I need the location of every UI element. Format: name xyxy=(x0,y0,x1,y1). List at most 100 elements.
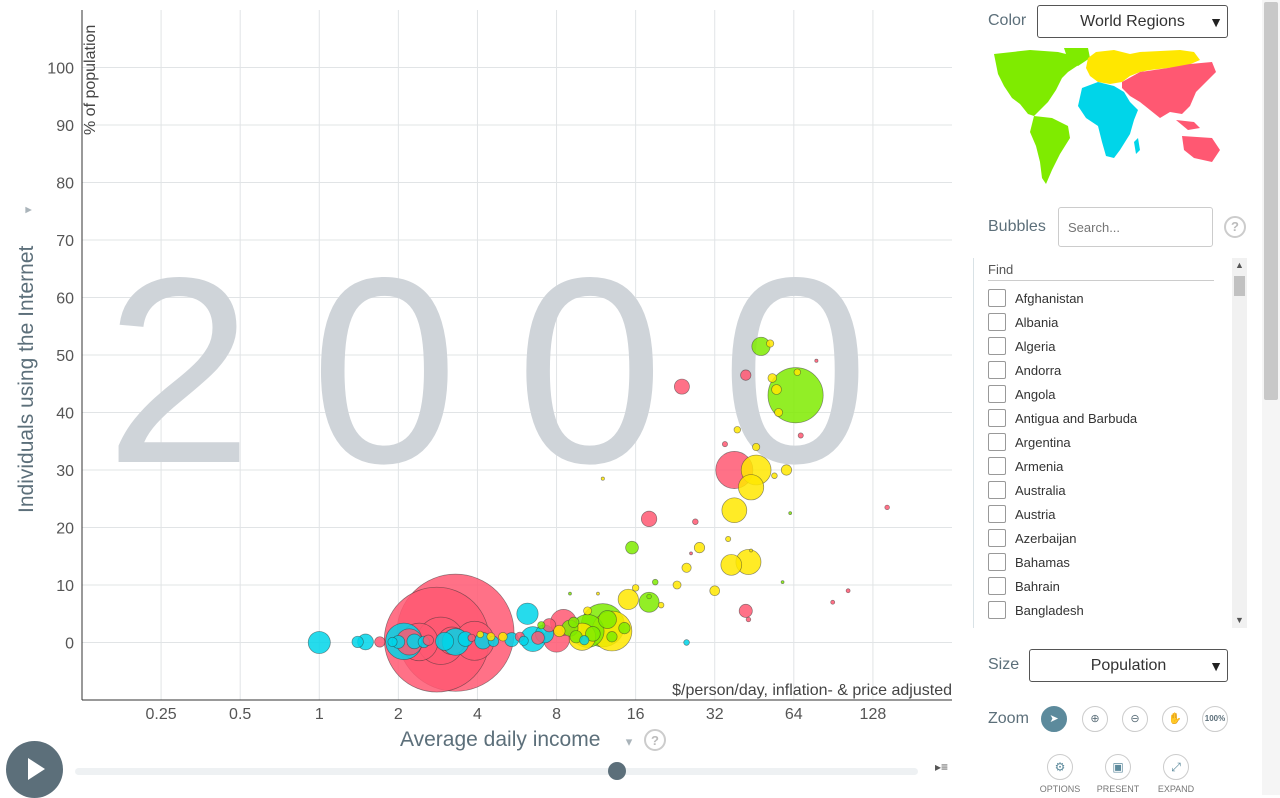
checkbox[interactable] xyxy=(988,361,1006,379)
country-list-scrollbar[interactable]: ▲ ▼ xyxy=(1232,258,1247,628)
bubble-europe[interactable] xyxy=(738,474,765,501)
timeline-handle[interactable] xyxy=(608,762,626,780)
bubble-europe[interactable] xyxy=(600,476,605,481)
bubble-europe[interactable] xyxy=(693,542,706,554)
bubble-asia[interactable] xyxy=(531,631,545,645)
present-button[interactable]: ▣ PRESENT xyxy=(1088,754,1148,794)
zoom-out-icon[interactable]: ⊖ xyxy=(1122,706,1148,732)
bubble-europe[interactable] xyxy=(752,442,761,452)
bubble-americas[interactable] xyxy=(568,616,580,628)
bubble-europe[interactable] xyxy=(596,591,600,596)
bubble-asia[interactable] xyxy=(797,432,804,439)
bubble-europe[interactable] xyxy=(681,562,692,573)
bubble-europe[interactable] xyxy=(771,472,778,479)
checkbox[interactable] xyxy=(988,457,1006,475)
bubble-asia[interactable] xyxy=(884,504,890,511)
bubble-americas[interactable] xyxy=(652,578,659,586)
bubble-americas[interactable] xyxy=(618,622,631,635)
zoom-reset-button[interactable]: 100% xyxy=(1202,706,1228,732)
bubble-europe[interactable] xyxy=(725,536,732,542)
page-scroll-thumb[interactable] xyxy=(1264,2,1278,400)
checkbox[interactable] xyxy=(988,529,1006,547)
bubble-africa[interactable] xyxy=(516,602,539,625)
bubble-asia[interactable] xyxy=(830,599,836,605)
country-list-item[interactable]: Bahrain xyxy=(988,574,1060,598)
options-button[interactable]: ⚙ OPTIONS xyxy=(1030,754,1090,794)
bubble-europe[interactable] xyxy=(583,606,592,616)
checkbox[interactable] xyxy=(988,505,1006,523)
country-list-item[interactable]: Austria xyxy=(988,502,1055,526)
bubble-europe[interactable] xyxy=(498,632,508,642)
bubble-europe[interactable] xyxy=(733,426,741,434)
country-list-item[interactable]: Andorra xyxy=(988,358,1061,382)
bubble-asia[interactable] xyxy=(745,616,752,623)
bubble-americas[interactable] xyxy=(788,511,793,515)
timeline-slider[interactable] xyxy=(75,768,918,775)
bubble-europe[interactable] xyxy=(767,373,778,383)
x-axis-label[interactable]: Average daily income xyxy=(400,728,600,751)
country-list-item[interactable]: Algeria xyxy=(988,334,1055,358)
size-select[interactable]: Population ▼ xyxy=(1029,649,1228,682)
bubble-africa[interactable] xyxy=(518,635,529,646)
scroll-down-icon[interactable]: ▼ xyxy=(1235,615,1244,625)
country-list-item[interactable]: Armenia xyxy=(988,454,1063,478)
bubble-asia[interactable] xyxy=(374,636,386,648)
bubble-europe[interactable] xyxy=(553,624,566,638)
bubble-americas[interactable] xyxy=(537,621,546,630)
search-input[interactable] xyxy=(1058,207,1213,247)
country-list-item[interactable]: Bahamas xyxy=(988,550,1070,574)
bubble-americas[interactable] xyxy=(646,593,652,600)
world-regions-map[interactable] xyxy=(990,46,1224,188)
scroll-up-icon[interactable]: ▲ xyxy=(1235,260,1244,270)
bubble-africa[interactable] xyxy=(351,635,364,648)
bubble-asia[interactable] xyxy=(689,551,693,556)
play-button[interactable] xyxy=(6,741,63,798)
bubble-asia[interactable] xyxy=(721,441,728,448)
search-help-icon[interactable]: ? xyxy=(1224,216,1246,238)
bubble-asia[interactable] xyxy=(814,358,819,363)
country-list-item[interactable]: Angola xyxy=(988,382,1055,406)
checkbox[interactable] xyxy=(988,577,1006,595)
bubble-europe[interactable] xyxy=(793,368,801,376)
bubble-europe[interactable] xyxy=(486,632,496,642)
bubble-europe[interactable] xyxy=(476,630,484,639)
color-select[interactable]: World Regions ▼ xyxy=(1037,5,1228,38)
bubble-americas[interactable] xyxy=(625,540,639,555)
bubble-africa[interactable] xyxy=(307,631,331,654)
bubble-asia[interactable] xyxy=(692,518,699,525)
country-list-item[interactable]: Albania xyxy=(988,310,1058,334)
bubble-europe[interactable] xyxy=(766,339,775,348)
bubble-americas[interactable] xyxy=(638,591,660,613)
checkbox[interactable] xyxy=(988,409,1006,427)
bubble-americas[interactable] xyxy=(585,626,601,642)
country-list-item[interactable]: Australia xyxy=(988,478,1066,502)
bubble-asia[interactable] xyxy=(845,588,851,594)
country-list-item[interactable]: Bangladesh xyxy=(988,598,1084,622)
speed-menu-icon[interactable]: ▸≡ xyxy=(935,760,949,774)
bubble-europe[interactable] xyxy=(721,497,748,524)
checkbox[interactable] xyxy=(988,289,1006,307)
checkbox[interactable] xyxy=(988,553,1006,571)
expand-button[interactable]: ⤢ EXPAND xyxy=(1146,754,1206,794)
bubble-europe[interactable] xyxy=(780,464,793,476)
bubble-europe[interactable] xyxy=(749,548,753,553)
pointer-icon[interactable]: ➤ xyxy=(1041,706,1067,732)
bubble-africa[interactable] xyxy=(683,639,690,646)
bubble-europe[interactable] xyxy=(771,384,782,395)
bubble-asia[interactable] xyxy=(740,369,752,381)
bubble-asia[interactable] xyxy=(467,633,476,642)
bubble-africa[interactable] xyxy=(579,635,590,646)
bubble-asia[interactable] xyxy=(640,510,658,527)
y-axis-label[interactable]: Individuals using the Internet xyxy=(15,245,38,513)
bubble-europe[interactable] xyxy=(631,584,640,592)
bubble-americas[interactable] xyxy=(767,367,824,424)
bubble-europe[interactable] xyxy=(709,585,721,597)
bubble-asia[interactable] xyxy=(422,634,434,646)
bubble-africa[interactable] xyxy=(435,631,455,651)
checkbox[interactable] xyxy=(988,313,1006,331)
x-axis-help-icon[interactable]: ? xyxy=(644,729,666,751)
bubble-europe[interactable] xyxy=(672,580,682,590)
y-axis-arrow-icon[interactable]: ▾ xyxy=(21,206,36,213)
country-list-item[interactable]: Antigua and Barbuda xyxy=(988,406,1137,430)
bubble-americas[interactable] xyxy=(598,610,617,629)
